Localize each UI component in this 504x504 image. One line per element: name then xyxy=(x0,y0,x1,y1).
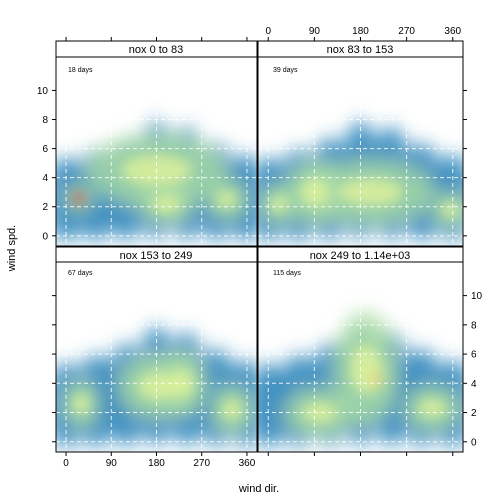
density-blob xyxy=(417,398,447,418)
gridlines xyxy=(258,57,463,246)
days-count-label: 115 days xyxy=(273,270,301,277)
gridlines xyxy=(258,262,463,452)
gridlines xyxy=(56,57,257,246)
y-tick-label: 10 xyxy=(471,291,483,302)
density-envelope xyxy=(56,120,257,243)
density-core xyxy=(72,369,243,421)
panel-bottom-right: nox 249 to 1.14e+03 115 days xyxy=(257,246,464,453)
y-tick-label: 6 xyxy=(471,350,477,361)
y-tick-label: 8 xyxy=(471,320,477,331)
panel-bottom-left: nox 153 to 249 67 days xyxy=(55,246,258,453)
x-tick-label: 0 xyxy=(63,458,69,469)
y-axis-title: wind spd. xyxy=(6,225,18,272)
strip-label: nox 83 to 153 xyxy=(327,44,394,56)
x-axis-title: wind dir. xyxy=(238,483,279,495)
x-tick-label: 360 xyxy=(444,26,461,37)
y-tick-label: 0 xyxy=(42,231,48,242)
heatmap-layer xyxy=(56,120,257,243)
gridlines xyxy=(56,262,257,452)
density-blob xyxy=(152,195,181,213)
density-envelope xyxy=(258,311,463,449)
y-tick-label: 6 xyxy=(42,144,48,155)
y-tick-label: 4 xyxy=(42,173,48,184)
density-blob xyxy=(441,201,460,218)
x-axis-top: 0 90 180 270 360 xyxy=(65,26,462,41)
strip-label: nox 249 to 1.14e+03 xyxy=(310,250,411,262)
heatmap-layer xyxy=(258,120,463,243)
x-tick-label: 270 xyxy=(193,458,210,469)
heatmap-layer xyxy=(56,326,257,449)
y-tick-label: 2 xyxy=(471,408,477,419)
y-tick-label: 10 xyxy=(37,86,49,97)
density-peak xyxy=(75,194,82,202)
x-axis-bottom: 0 90 180 270 360 xyxy=(63,452,454,469)
y-tick-label: 8 xyxy=(42,115,48,126)
panel-border xyxy=(55,56,258,247)
y-axis-right: 0 2 4 6 8 10 xyxy=(463,89,483,448)
density-blob xyxy=(137,372,176,401)
y-tick-label: 2 xyxy=(42,202,48,213)
density-blob xyxy=(349,344,382,394)
days-count-label: 67 days xyxy=(68,270,93,277)
density-envelope xyxy=(258,120,463,243)
density-blob xyxy=(338,178,404,207)
days-count-label: 39 days xyxy=(273,67,298,74)
x-tick-label: 270 xyxy=(398,26,415,37)
y-tick-label: 4 xyxy=(471,379,477,390)
y-axis-left: 0 2 4 6 8 10 xyxy=(37,86,56,443)
panel-top-left: nox 0 to 83 18 days xyxy=(55,40,258,247)
x-tick-label: 90 xyxy=(309,26,321,37)
strip-label: nox 0 to 83 xyxy=(129,44,183,56)
panel-border xyxy=(257,56,464,247)
x-tick-label: 360 xyxy=(239,458,256,469)
x-tick-label: 90 xyxy=(106,458,118,469)
x-tick-label: 0 xyxy=(265,26,271,37)
x-tick-label: 180 xyxy=(148,458,165,469)
y-tick-label: 0 xyxy=(471,437,477,448)
heatmap-layer xyxy=(258,311,463,449)
density-blob xyxy=(216,190,238,209)
strip-label: nox 153 to 249 xyxy=(120,250,193,262)
density-blob xyxy=(301,402,338,424)
density-blob xyxy=(221,399,243,421)
density-blob xyxy=(169,369,194,398)
x-tick-label: 180 xyxy=(352,26,369,37)
panel-top-right: nox 83 to 153 39 days xyxy=(257,40,464,247)
density-blob xyxy=(72,393,90,415)
days-count-label: 18 days xyxy=(68,67,93,74)
density-blob xyxy=(269,195,288,213)
